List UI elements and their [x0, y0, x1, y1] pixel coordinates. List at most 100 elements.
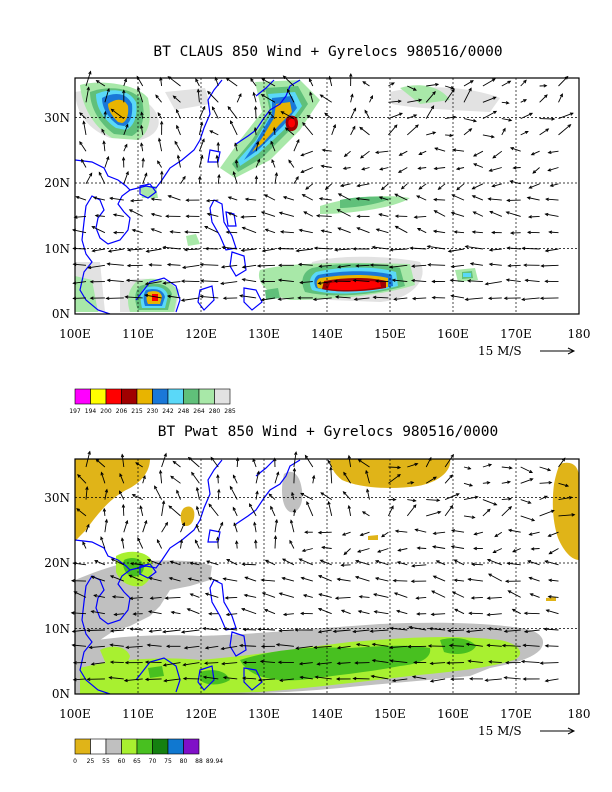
- wind-vector-head: [205, 199, 210, 203]
- wind-vector-head: [217, 173, 221, 178]
- wind-vector-head: [318, 197, 323, 201]
- wind-vector-head: [158, 469, 163, 474]
- wind-vector: [438, 183, 446, 190]
- wind-vector-head: [104, 488, 109, 493]
- wind-vector-head: [295, 646, 300, 650]
- wind-vector-head: [216, 141, 220, 146]
- wind-vector-head: [433, 166, 438, 171]
- wind-vector: [110, 197, 124, 201]
- wind-vector-head: [199, 294, 204, 299]
- wind-vector: [322, 546, 332, 549]
- wind-vector: [301, 150, 313, 156]
- x-tick-label: 170E: [500, 707, 532, 721]
- wind-vector: [255, 159, 261, 168]
- wind-vector-head: [255, 140, 260, 145]
- wind-vector-head: [195, 523, 199, 528]
- wind-vector-head: [268, 493, 273, 498]
- wind-vector: [253, 522, 257, 533]
- wind-vector-head: [175, 108, 180, 113]
- wind-vector-head: [369, 94, 373, 99]
- wind-vector-head: [509, 231, 514, 235]
- wind-vector: [525, 279, 540, 283]
- wind-vector-head: [427, 263, 432, 267]
- wind-vector-head: [204, 246, 209, 251]
- wind-vector: [242, 264, 257, 268]
- wind-vector-head: [400, 185, 405, 190]
- wind-vector: [217, 537, 219, 549]
- wind-vector-head: [410, 481, 415, 485]
- wind-vector-head: [529, 478, 534, 482]
- wind-vector-head: [125, 645, 130, 650]
- wind-vector-head: [391, 678, 396, 683]
- wind-vector-head: [125, 123, 129, 128]
- wind-vector: [466, 643, 483, 647]
- wind-vector: [226, 559, 238, 566]
- wind-vector-head: [264, 559, 269, 563]
- wind-vector: [507, 562, 521, 566]
- wind-vector-head: [364, 109, 368, 114]
- wind-vector-head: [505, 278, 510, 282]
- shading-green: [200, 670, 230, 685]
- wind-vector-head: [302, 594, 307, 598]
- wind-vector-head: [182, 676, 187, 681]
- wind-vector: [255, 540, 257, 549]
- shading-orange: [252, 102, 292, 152]
- wind-vector: [262, 248, 276, 252]
- wind-vector-head: [523, 79, 527, 84]
- wind-vector-head: [392, 578, 397, 583]
- wind-vector-head: [565, 483, 570, 488]
- wind-vector: [451, 295, 465, 299]
- wind-vector: [130, 563, 143, 566]
- colorbar-label: 194: [85, 408, 97, 415]
- wind-vector: [217, 522, 224, 533]
- wind-vector: [225, 596, 238, 599]
- wind-vector-head: [202, 675, 207, 679]
- wind-vector-head: [450, 453, 454, 458]
- wind-vector: [501, 80, 511, 87]
- wind-vector: [414, 215, 427, 218]
- wind-vector: [300, 493, 314, 500]
- wind-vector-head: [472, 211, 477, 215]
- wind-vector-head: [545, 197, 549, 201]
- wind-vector: [465, 297, 483, 301]
- wind-vector: [454, 559, 465, 566]
- colorbar-swatch: [214, 388, 231, 405]
- wind-vector: [522, 247, 540, 250]
- plot-area: [75, 459, 579, 694]
- reference-arrow: [540, 347, 576, 355]
- wind-vector: [157, 160, 162, 168]
- wind-vector: [195, 78, 200, 87]
- wind-vector-head: [220, 646, 225, 651]
- wind-vector: [548, 579, 559, 582]
- wind-vector-head: [321, 545, 326, 550]
- y-tick-label: 0N: [52, 687, 70, 701]
- wind-vector-head: [454, 608, 458, 612]
- wind-vector: [388, 100, 401, 103]
- wind-vector-head: [292, 508, 297, 513]
- wind-vector: [314, 247, 332, 250]
- wind-vector: [250, 78, 257, 87]
- wind-vector-head: [486, 613, 491, 617]
- wind-vector: [530, 593, 540, 598]
- wind-vector-head: [413, 87, 417, 91]
- wind-vector: [333, 629, 351, 632]
- wind-vector: [79, 112, 87, 119]
- wind-vector-head: [453, 559, 458, 563]
- wind-vector-head: [106, 155, 110, 160]
- wind-vector: [337, 578, 351, 582]
- wind-vector-head: [277, 246, 282, 251]
- y-tick-label: 10N: [44, 622, 70, 636]
- colorbar-label: 60: [118, 758, 126, 765]
- wind-vector-head: [522, 643, 527, 648]
- wind-vector-head: [428, 627, 433, 631]
- wind-vector-head: [544, 644, 549, 648]
- wind-vector: [338, 227, 351, 234]
- wind-vector-head: [327, 459, 331, 464]
- wind-vector-head: [380, 186, 385, 191]
- wind-vector-head: [450, 529, 456, 533]
- wind-vector-head: [408, 625, 413, 630]
- wind-vector: [419, 150, 427, 155]
- wind-vector-head: [162, 281, 167, 285]
- wind-vector-head: [427, 644, 432, 648]
- vector-reference-label: 15 M/S: [478, 344, 522, 358]
